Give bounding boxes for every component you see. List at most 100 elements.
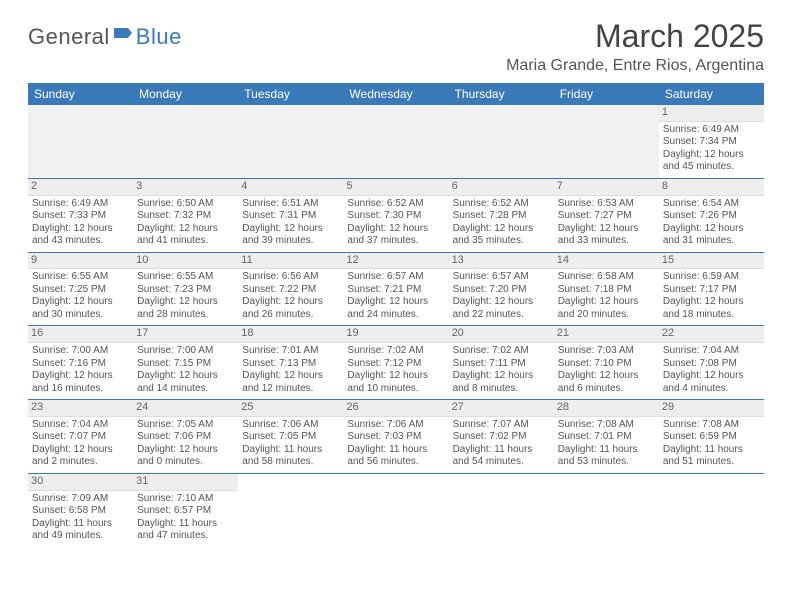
daylight-text: and 20 minutes. [558, 309, 655, 322]
sunrise-text: Sunrise: 6:56 AM [242, 271, 339, 284]
month-title: March 2025 [506, 18, 764, 55]
brand-part1: General [28, 24, 110, 50]
sunset-text: Sunset: 7:22 PM [242, 284, 339, 297]
sunset-text: Sunset: 7:12 PM [347, 358, 444, 371]
daylight-text: Daylight: 12 hours [663, 370, 760, 383]
sunrise-text: Sunrise: 6:51 AM [242, 198, 339, 211]
daylight-text: and 33 minutes. [558, 235, 655, 248]
daylight-text: Daylight: 12 hours [558, 296, 655, 309]
sunset-text: Sunset: 7:01 PM [558, 431, 655, 444]
daylight-text: Daylight: 12 hours [137, 444, 234, 457]
day-number: 25 [238, 400, 343, 417]
sunrise-text: Sunrise: 7:08 AM [663, 419, 760, 432]
calendar-cell: 27Sunrise: 7:07 AMSunset: 7:02 PMDayligh… [449, 400, 554, 474]
day-number: 26 [343, 400, 448, 417]
sunset-text: Sunset: 7:07 PM [32, 431, 129, 444]
sunset-text: Sunset: 7:15 PM [137, 358, 234, 371]
day-number: 21 [554, 326, 659, 343]
daylight-text: Daylight: 11 hours [137, 518, 234, 531]
daylight-text: and 8 minutes. [453, 383, 550, 396]
sunset-text: Sunset: 7:34 PM [663, 136, 760, 149]
day-number: 22 [659, 326, 764, 343]
flag-icon [114, 24, 134, 50]
calendar-week-row: 30 Sunrise: 7:09 AMSunset: 6:58 PM Dayligh… [28, 473, 764, 546]
daylight-text: and 6 minutes. [558, 383, 655, 396]
daylight-text: Daylight: 12 hours [663, 223, 760, 236]
sunrise-text: Sunrise: 6:52 AM [453, 198, 550, 211]
calendar-cell: 1Sunrise: 6:49 AMSunset: 7:34 PMDaylight… [659, 105, 764, 178]
daylight-text: Daylight: 12 hours [558, 370, 655, 383]
calendar-cell: 22 Sunrise: 7:04 AMSunset: 7:08 PMDayligh… [659, 326, 764, 400]
weekday-header: Tuesday [238, 83, 343, 105]
calendar-cell: 4Sunrise: 6:51 AMSunset: 7:31 PMDaylight… [238, 178, 343, 252]
calendar-cell: 28Sunrise: 7:08 AMSunset: 7:01 PMDayligh… [554, 400, 659, 474]
day-number: 7 [554, 179, 659, 196]
calendar-cell: 21 Sunrise: 7:03 AMSunset: 7:10 PMDayligh… [554, 326, 659, 400]
calendar-cell: 2Sunrise: 6:49 AMSunset: 7:33 PMDaylight… [28, 178, 133, 252]
day-number: 2 [28, 179, 133, 196]
calendar-cell: 31Sunrise: 7:10 AMSunset: 6:57 PMDayligh… [133, 473, 238, 546]
day-number: 24 [133, 400, 238, 417]
daylight-text: Daylight: 12 hours [32, 370, 129, 383]
sunrise-text: Sunrise: 7:02 AM [453, 345, 550, 358]
sunrise-text: Sunrise: 6:49 AM [32, 198, 129, 211]
sunset-text: Sunset: 7:03 PM [347, 431, 444, 444]
calendar-cell: 15Sunrise: 6:59 AMSunset: 7:17 PMDayligh… [659, 252, 764, 326]
sunset-text: Sunset: 7:10 PM [558, 358, 655, 371]
calendar-cell: 13Sunrise: 6:57 AMSunset: 7:20 PMDayligh… [449, 252, 554, 326]
daylight-text: and 28 minutes. [137, 309, 234, 322]
sunrise-text: Sunrise: 6:58 AM [558, 271, 655, 284]
calendar-body: 1Sunrise: 6:49 AMSunset: 7:34 PMDaylight… [28, 105, 764, 547]
sunset-text: Sunset: 7:27 PM [558, 210, 655, 223]
calendar-cell [449, 105, 554, 178]
sunrise-text: Sunrise: 7:09 AM [32, 493, 129, 506]
calendar-cell [238, 105, 343, 178]
sunset-text: Sunset: 7:31 PM [242, 210, 339, 223]
day-number: 16 [28, 326, 133, 343]
calendar-week-row: 16Sunrise: 7:00 AMSunset: 7:16 PMDayligh… [28, 326, 764, 400]
sunrise-text: Sunrise: 6:50 AM [137, 198, 234, 211]
daylight-text: Daylight: 11 hours [242, 444, 339, 457]
day-number: 30 [28, 474, 133, 491]
sunset-text: Sunset: 6:58 PM [32, 505, 129, 518]
calendar-week-row: 9Sunrise: 6:55 AMSunset: 7:25 PMDaylight… [28, 252, 764, 326]
sunrise-text: Sunrise: 6:55 AM [137, 271, 234, 284]
daylight-text: and 14 minutes. [137, 383, 234, 396]
sunset-text: Sunset: 7:25 PM [32, 284, 129, 297]
sunrise-text: Sunrise: 7:03 AM [558, 345, 655, 358]
sunrise-text: Sunrise: 6:53 AM [558, 198, 655, 211]
sunrise-text: Sunrise: 7:04 AM [663, 345, 760, 358]
calendar-week-row: 2Sunrise: 6:49 AMSunset: 7:33 PMDaylight… [28, 178, 764, 252]
sunrise-text: Sunrise: 6:57 AM [347, 271, 444, 284]
day-number: 19 [343, 326, 448, 343]
sunrise-text: Sunrise: 7:05 AM [137, 419, 234, 432]
daylight-text: and 22 minutes. [453, 309, 550, 322]
sunset-text: Sunset: 6:59 PM [663, 431, 760, 444]
calendar-cell [554, 473, 659, 546]
day-number: 27 [449, 400, 554, 417]
calendar-cell: 26Sunrise: 7:06 AMSunset: 7:03 PMDayligh… [343, 400, 448, 474]
daylight-text: and 35 minutes. [453, 235, 550, 248]
sunset-text: Sunset: 7:23 PM [137, 284, 234, 297]
day-number: 13 [449, 253, 554, 270]
calendar-cell: 10Sunrise: 6:55 AMSunset: 7:23 PMDayligh… [133, 252, 238, 326]
daylight-text: and 0 minutes. [137, 456, 234, 469]
day-number: 10 [133, 253, 238, 270]
brand-part2: Blue [136, 24, 182, 50]
calendar-cell: 16Sunrise: 7:00 AMSunset: 7:16 PMDayligh… [28, 326, 133, 400]
daylight-text: and 58 minutes. [242, 456, 339, 469]
calendar-cell: 24Sunrise: 7:05 AMSunset: 7:06 PMDayligh… [133, 400, 238, 474]
day-number: 31 [133, 474, 238, 491]
daylight-text: Daylight: 12 hours [137, 223, 234, 236]
day-number: 20 [449, 326, 554, 343]
day-number: 14 [554, 253, 659, 270]
calendar-cell: 30Sunrise: 7:09 AMSunset: 6:58 PMDayligh… [28, 473, 133, 546]
daylight-text: Daylight: 11 hours [347, 444, 444, 457]
day-number: 8 [659, 179, 764, 196]
weekday-header: Saturday [659, 83, 764, 105]
calendar-cell: 29Sunrise: 7:08 AMSunset: 6:59 PMDayligh… [659, 400, 764, 474]
daylight-text: Daylight: 12 hours [32, 223, 129, 236]
sunset-text: Sunset: 7:08 PM [663, 358, 760, 371]
daylight-text: Daylight: 12 hours [663, 149, 760, 162]
daylight-text: Daylight: 12 hours [663, 296, 760, 309]
